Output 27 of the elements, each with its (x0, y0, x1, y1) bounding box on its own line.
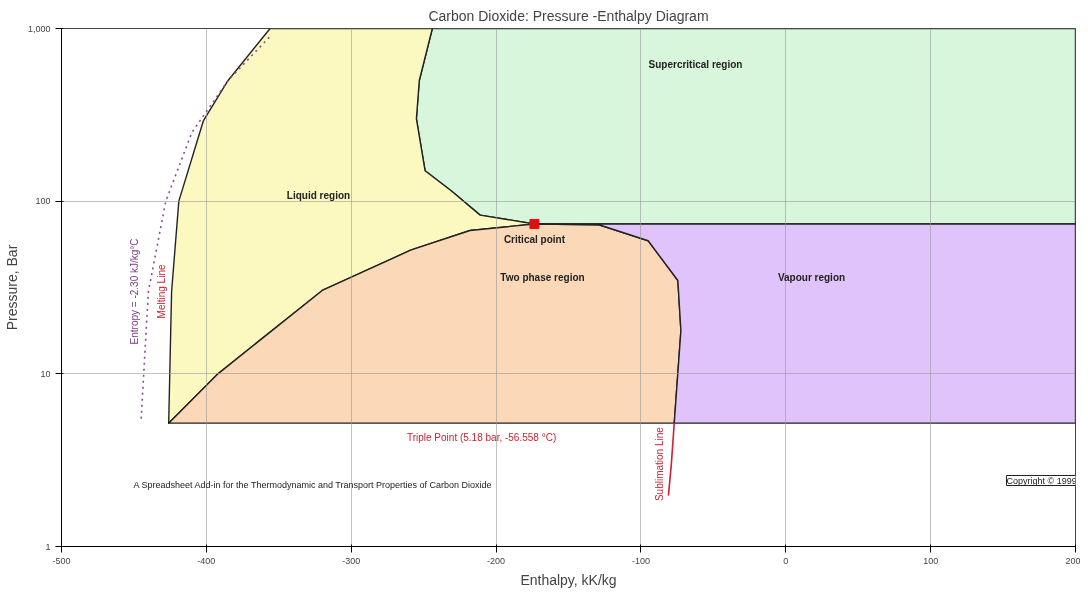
x-axis-title: Enthalpy, kK/kg (520, 571, 617, 588)
annotation: Triple Point (5.18 bar, -56.558 °C) (406, 431, 557, 443)
x-tick-label: -200 (487, 555, 506, 566)
annotation: Sublimation Line (653, 426, 665, 502)
x-tick-label: -500 (52, 555, 71, 566)
annotation: A Spreadsheet Add-in for the Thermodynamic and Transport Properties of Carbon Dioxide (133, 479, 492, 490)
y-tick-label: 100 (35, 196, 51, 207)
y-tick-label: 10 (40, 368, 51, 379)
y-axis-title: Pressure, Bar (3, 244, 20, 331)
annotation: Melting Line (156, 264, 168, 319)
annotation: Copyright © 1999 (1006, 475, 1077, 486)
x-tick-label: 100 (923, 555, 939, 566)
x-tick-label: -400 (197, 555, 216, 566)
annotation: Liquid region (286, 190, 351, 201)
x-tick-label: 200 (1065, 555, 1081, 566)
annotation: Supercritical region (648, 59, 743, 70)
chart-title: Carbon Dioxide: Pressure -Enthalpy Diagram (428, 7, 709, 24)
y-tick-label: 1,000 (27, 23, 51, 34)
line-series (140, 35, 271, 420)
x-tick-label: 0 (783, 555, 789, 566)
annotation: Vapour region (777, 272, 846, 283)
x-tick-label: -100 (631, 555, 650, 566)
annotation: Two phase region (500, 272, 585, 283)
annotation: Entropy = -2.30 kJ/kg°C (128, 238, 140, 345)
annotation: Critical point (503, 234, 566, 246)
x-tick-label: -300 (342, 555, 361, 566)
y-tick-label: 1 (45, 541, 51, 552)
